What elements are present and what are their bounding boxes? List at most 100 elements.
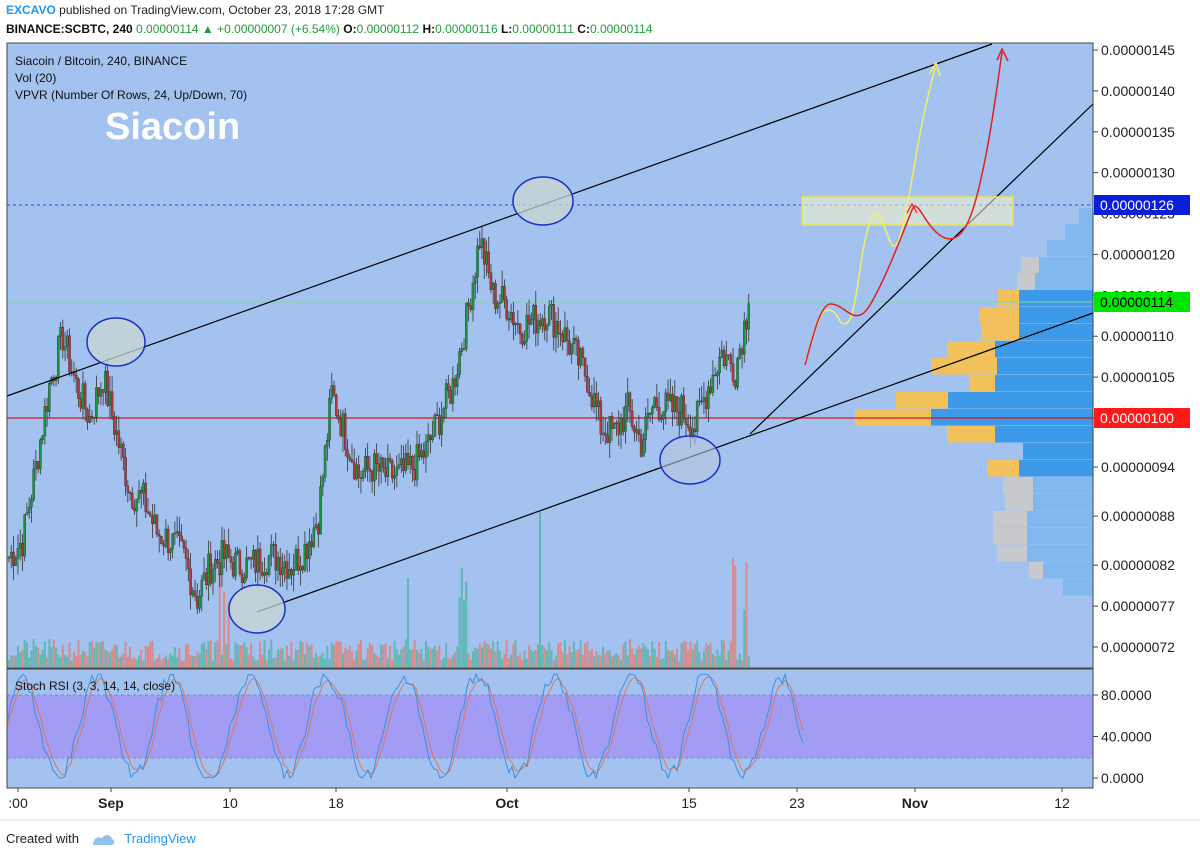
candle-body[interactable] xyxy=(200,580,204,597)
candle-body[interactable] xyxy=(541,318,544,327)
candle-body[interactable] xyxy=(99,389,103,397)
candle-body[interactable] xyxy=(648,413,652,415)
candle-body[interactable] xyxy=(386,457,390,477)
stoch-rsi-k-line[interactable] xyxy=(7,672,804,780)
candle-body[interactable] xyxy=(552,304,555,338)
stoch-rsi-axis[interactable]: 0.0000 40.0000 80.0000 xyxy=(1093,687,1152,786)
candle-body[interactable] xyxy=(574,338,578,341)
candle-body[interactable] xyxy=(482,238,486,265)
candle-body[interactable] xyxy=(213,559,217,570)
candle-body[interactable] xyxy=(368,468,372,472)
candle-body[interactable] xyxy=(409,456,412,465)
candle-body[interactable] xyxy=(662,411,665,420)
candle-body[interactable] xyxy=(391,460,394,479)
upper-channel-line[interactable] xyxy=(6,43,993,397)
candle-body[interactable] xyxy=(193,590,197,597)
candle-body[interactable] xyxy=(236,550,239,554)
candle-body[interactable] xyxy=(536,320,540,334)
candle-body[interactable] xyxy=(155,514,159,535)
candle-body[interactable] xyxy=(27,507,31,514)
candle-body[interactable] xyxy=(420,450,423,458)
candle-body[interactable] xyxy=(675,396,679,413)
highlight-circle-oct-top[interactable] xyxy=(512,176,574,226)
candle-body[interactable] xyxy=(646,413,650,418)
candle-body[interactable] xyxy=(456,374,459,387)
candle-body[interactable] xyxy=(140,490,143,494)
candle-body[interactable] xyxy=(377,463,381,472)
candle-body[interactable] xyxy=(220,540,224,576)
candle-body[interactable] xyxy=(227,544,230,557)
candle-body[interactable] xyxy=(180,535,183,542)
candle-body[interactable] xyxy=(505,299,508,319)
candle-body[interactable] xyxy=(308,541,311,559)
candle-body[interactable] xyxy=(451,378,455,404)
candle-body[interactable] xyxy=(734,381,737,388)
candle-body[interactable] xyxy=(453,378,457,387)
candle-body[interactable] xyxy=(196,596,199,609)
candle-body[interactable] xyxy=(231,562,235,577)
candle-body[interactable] xyxy=(702,397,706,402)
candle-body[interactable] xyxy=(218,563,221,576)
candle-body[interactable] xyxy=(21,543,24,557)
candle-body[interactable] xyxy=(198,596,201,609)
candle-body[interactable] xyxy=(539,320,542,327)
candle-body[interactable] xyxy=(142,482,145,494)
candle-body[interactable] xyxy=(119,443,123,448)
candle-body[interactable] xyxy=(507,318,511,321)
candle-body[interactable] xyxy=(559,333,562,335)
tradingview-link[interactable]: TradingView xyxy=(124,831,196,846)
candle-body[interactable] xyxy=(108,391,112,406)
candle-body[interactable] xyxy=(644,416,647,440)
candle-body[interactable] xyxy=(137,490,141,500)
candle-body[interactable] xyxy=(633,426,636,433)
candle-body[interactable] xyxy=(554,321,558,338)
candle-body[interactable] xyxy=(565,327,569,341)
candle-body[interactable] xyxy=(337,415,340,420)
candle-body[interactable] xyxy=(355,464,358,480)
candle-body[interactable] xyxy=(225,544,228,559)
candle-body[interactable] xyxy=(157,534,161,537)
candle-body[interactable] xyxy=(727,354,730,356)
candle-body[interactable] xyxy=(572,338,576,344)
candle-body[interactable] xyxy=(43,406,47,437)
candle-body[interactable] xyxy=(579,348,582,366)
candle-body[interactable] xyxy=(88,416,91,423)
candle-body[interactable] xyxy=(729,354,733,364)
candle-body[interactable] xyxy=(115,430,118,435)
candle-body[interactable] xyxy=(415,444,419,481)
candle-body[interactable] xyxy=(12,551,15,566)
candle-body[interactable] xyxy=(357,464,360,478)
candle-body[interactable] xyxy=(651,407,654,415)
candle-body[interactable] xyxy=(234,552,237,577)
highlight-circle-sep-top[interactable] xyxy=(86,317,146,367)
candle-body[interactable] xyxy=(249,557,253,560)
candle-body[interactable] xyxy=(698,400,701,403)
candle-body[interactable] xyxy=(151,516,154,525)
candle-body[interactable] xyxy=(173,532,177,535)
candle-body[interactable] xyxy=(191,590,195,596)
candle-body[interactable] xyxy=(128,492,132,494)
candle-body[interactable] xyxy=(590,395,594,408)
candle-body[interactable] xyxy=(243,577,246,583)
candle-body[interactable] xyxy=(547,305,551,326)
candle-body[interactable] xyxy=(738,348,742,359)
candle-body[interactable] xyxy=(639,434,643,457)
candle-body[interactable] xyxy=(222,540,226,559)
candle-body[interactable] xyxy=(615,422,618,424)
candle-body[interactable] xyxy=(379,457,383,472)
candle-body[interactable] xyxy=(621,418,625,432)
candle-body[interactable] xyxy=(83,383,87,410)
candle-body[interactable] xyxy=(740,348,744,355)
candle-body[interactable] xyxy=(709,386,712,393)
candle-body[interactable] xyxy=(375,453,378,464)
candle-body[interactable] xyxy=(335,395,338,416)
candle-body[interactable] xyxy=(516,323,520,325)
candle-body[interactable] xyxy=(588,392,591,397)
candle-body[interactable] xyxy=(209,553,212,584)
candle-body[interactable] xyxy=(23,514,26,557)
candle-body[interactable] xyxy=(678,411,681,426)
highlight-circle-oct-low[interactable] xyxy=(659,435,721,485)
candle-body[interactable] xyxy=(9,551,13,558)
candle-body[interactable] xyxy=(532,304,535,320)
candle-body[interactable] xyxy=(664,392,668,412)
